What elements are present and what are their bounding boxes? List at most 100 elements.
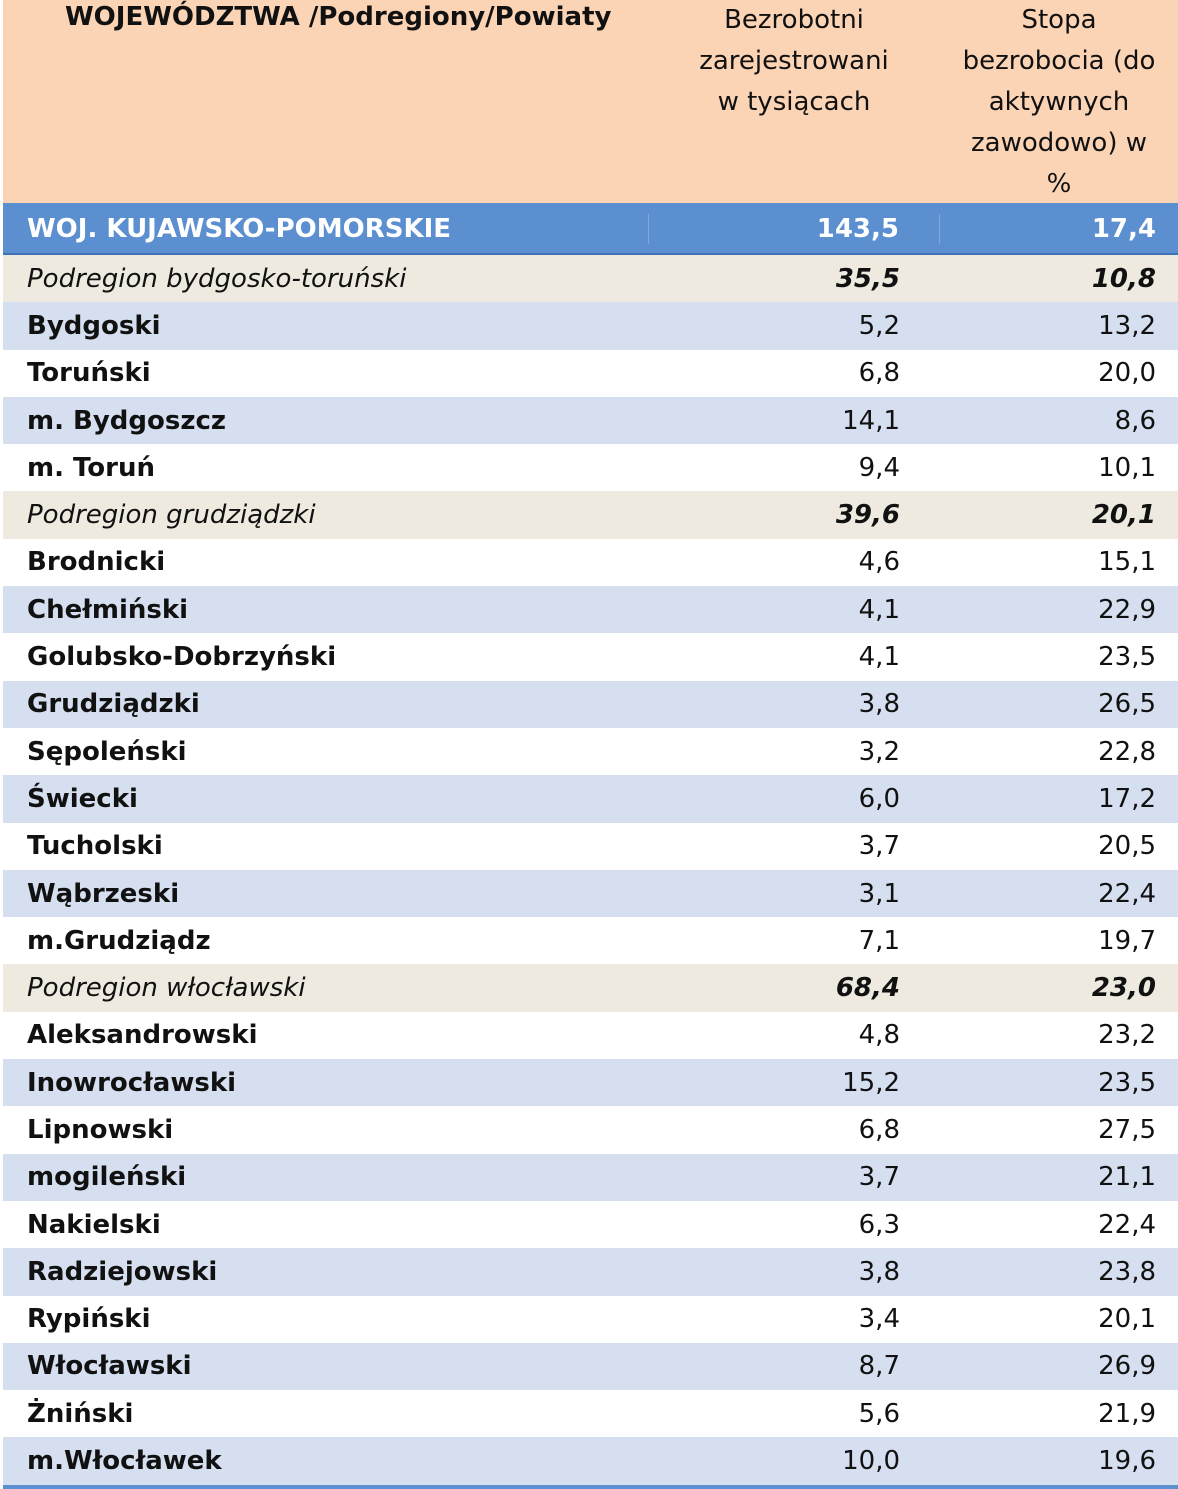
header-line: zarejestrowani — [699, 46, 889, 76]
table-row: m.Włocławek 10,0 19,6 — [3, 1437, 1178, 1485]
row-unemployed: 3,8 — [858, 1256, 900, 1287]
row-unemployed: 3,8 — [858, 689, 900, 720]
header-region-column: WOJEWÓDZTWA /Podregiony/Powiaty — [65, 2, 612, 32]
header-line: aktywnych — [988, 87, 1130, 117]
row-rate: 22,4 — [1098, 1209, 1156, 1240]
table-row: Grudziądzki 3,8 26,5 — [3, 680, 1178, 728]
row-name: Włocławski — [27, 1351, 192, 1382]
row-rate: 22,9 — [1098, 594, 1156, 625]
table-row: Rypiński 3,4 20,1 — [3, 1295, 1178, 1343]
row-rate: 19,6 — [1098, 1446, 1156, 1477]
row-name: m.Grudziądz — [27, 925, 211, 956]
header-line: w tysiącach — [717, 87, 871, 117]
row-rate: 20,1 — [1098, 1304, 1156, 1335]
row-name: mogileński — [27, 1162, 187, 1193]
row-name: WOJ. KUJAWSKO-POMORSKIE — [27, 214, 452, 244]
header-rate-column: Stopa bezrobocia (do aktywnych zawodowo)… — [940, 0, 1178, 203]
row-unemployed: 39,6 — [835, 500, 900, 531]
row-unemployed: 8,7 — [858, 1351, 900, 1382]
row-name: Podregion włocławski — [27, 973, 306, 1004]
table-row: Inowrocławski 15,2 23,5 — [3, 1059, 1178, 1107]
header-line: Stopa — [1021, 5, 1097, 35]
table-row: Radziejowski 3,8 23,8 — [3, 1248, 1178, 1296]
row-rate: 15,1 — [1098, 547, 1156, 578]
row-unemployed: 4,1 — [858, 594, 900, 625]
row-name: Bydgoski — [27, 310, 161, 341]
row-name: Lipnowski — [27, 1114, 174, 1145]
row-rate: 23,8 — [1098, 1256, 1156, 1287]
table-row: Podregion grudziądzki 39,6 20,1 — [3, 491, 1178, 539]
table-row: Żniński 5,6 21,9 — [3, 1390, 1178, 1438]
row-name: Inowrocławski — [27, 1067, 237, 1098]
row-unemployed: 68,4 — [835, 973, 900, 1004]
row-rate: 26,5 — [1098, 689, 1156, 720]
row-name: Grudziądzki — [27, 689, 200, 720]
row-name: Wąbrzeski — [27, 878, 180, 909]
table-row: Toruński 6,8 20,0 — [3, 349, 1178, 397]
row-name: m. Bydgoszcz — [27, 405, 227, 436]
table-row: Golubsko-Dobrzyński 4,1 23,5 — [3, 633, 1178, 681]
row-rate: 17,2 — [1098, 783, 1156, 814]
table-row: Lipnowski 6,8 27,5 — [3, 1106, 1178, 1154]
bottom-border — [3, 1484, 1178, 1489]
row-rate: 23,5 — [1098, 1067, 1156, 1098]
row-name: Golubsko-Dobrzyński — [27, 642, 337, 673]
row-unemployed: 35,5 — [835, 263, 900, 294]
row-name: Podregion bydgosko-toruński — [27, 263, 407, 294]
header-line: % — [1046, 169, 1072, 199]
table-row: m. Toruń 9,4 10,1 — [3, 444, 1178, 492]
row-unemployed: 15,2 — [842, 1067, 900, 1098]
row-rate: 22,4 — [1098, 878, 1156, 909]
table-row: WOJ. KUJAWSKO-POMORSKIE 143,5 17,4 — [3, 205, 1178, 255]
unemployment-table: WOJEWÓDZTWA /Podregiony/Powiaty Bezrobot… — [3, 0, 1178, 1489]
header-line: Bezrobotni — [724, 5, 864, 35]
row-rate: 20,1 — [1091, 500, 1156, 531]
row-unemployed: 6,8 — [858, 1114, 900, 1145]
row-unemployed: 6,8 — [858, 358, 900, 389]
row-name: Radziejowski — [27, 1256, 218, 1287]
row-unemployed: 143,5 — [648, 214, 940, 244]
row-name: m. Toruń — [27, 452, 156, 483]
row-rate: 21,1 — [1098, 1162, 1156, 1193]
table-row: Podregion bydgosko-toruński 35,5 10,8 — [3, 255, 1178, 303]
row-unemployed: 5,2 — [858, 310, 900, 341]
row-unemployed: 10,0 — [842, 1446, 900, 1477]
row-rate: 19,7 — [1098, 925, 1156, 956]
table-row: Podregion włocławski 68,4 23,0 — [3, 964, 1178, 1012]
table-row: Chełmiński 4,1 22,9 — [3, 586, 1178, 634]
row-name: m.Włocławek — [27, 1446, 222, 1477]
row-unemployed: 6,3 — [858, 1209, 900, 1240]
row-unemployed: 3,1 — [858, 878, 900, 909]
row-rate: 27,5 — [1098, 1114, 1156, 1145]
row-unemployed: 6,0 — [858, 783, 900, 814]
row-unemployed: 14,1 — [842, 405, 900, 436]
row-unemployed: 3,7 — [858, 1162, 900, 1193]
table-row: m.Grudziądz 7,1 19,7 — [3, 917, 1178, 965]
header-line: zawodowo) w — [970, 128, 1147, 158]
row-name: Świecki — [27, 783, 138, 814]
row-rate: 22,8 — [1098, 736, 1156, 767]
table-row: Wąbrzeski 3,1 22,4 — [3, 869, 1178, 918]
row-name: Brodnicki — [27, 547, 166, 578]
row-unemployed: 3,7 — [858, 831, 900, 862]
table-row: Nakielski 6,3 22,4 — [3, 1200, 1178, 1249]
row-name: Sępoleński — [27, 736, 187, 767]
header-unemployed-column: Bezrobotni zarejestrowani w tysiącach — [648, 0, 940, 203]
table-row: mogileński 3,7 21,1 — [3, 1153, 1178, 1201]
row-rate: 8,6 — [1114, 405, 1156, 436]
row-unemployed: 4,1 — [858, 642, 900, 673]
table-row: Bydgoski 5,2 13,2 — [3, 302, 1178, 350]
row-rate: 13,2 — [1098, 310, 1156, 341]
row-unemployed: 4,8 — [858, 1020, 900, 1051]
table-row: Sępoleński 3,2 22,8 — [3, 727, 1178, 776]
row-name: Podregion grudziądzki — [27, 500, 316, 531]
row-unemployed: 5,6 — [858, 1398, 900, 1429]
table-header: WOJEWÓDZTWA /Podregiony/Powiaty Bezrobot… — [3, 0, 1178, 205]
row-rate: 23,0 — [1091, 973, 1156, 1004]
table-row: Świecki 6,0 17,2 — [3, 775, 1178, 823]
table-row: Włocławski 8,7 26,9 — [3, 1342, 1178, 1391]
row-rate: 26,9 — [1098, 1351, 1156, 1382]
row-unemployed: 9,4 — [858, 452, 900, 483]
table-body: WOJ. KUJAWSKO-POMORSKIE 143,5 17,4 Podregio… — [3, 205, 1178, 1485]
row-name: Żniński — [27, 1398, 134, 1429]
